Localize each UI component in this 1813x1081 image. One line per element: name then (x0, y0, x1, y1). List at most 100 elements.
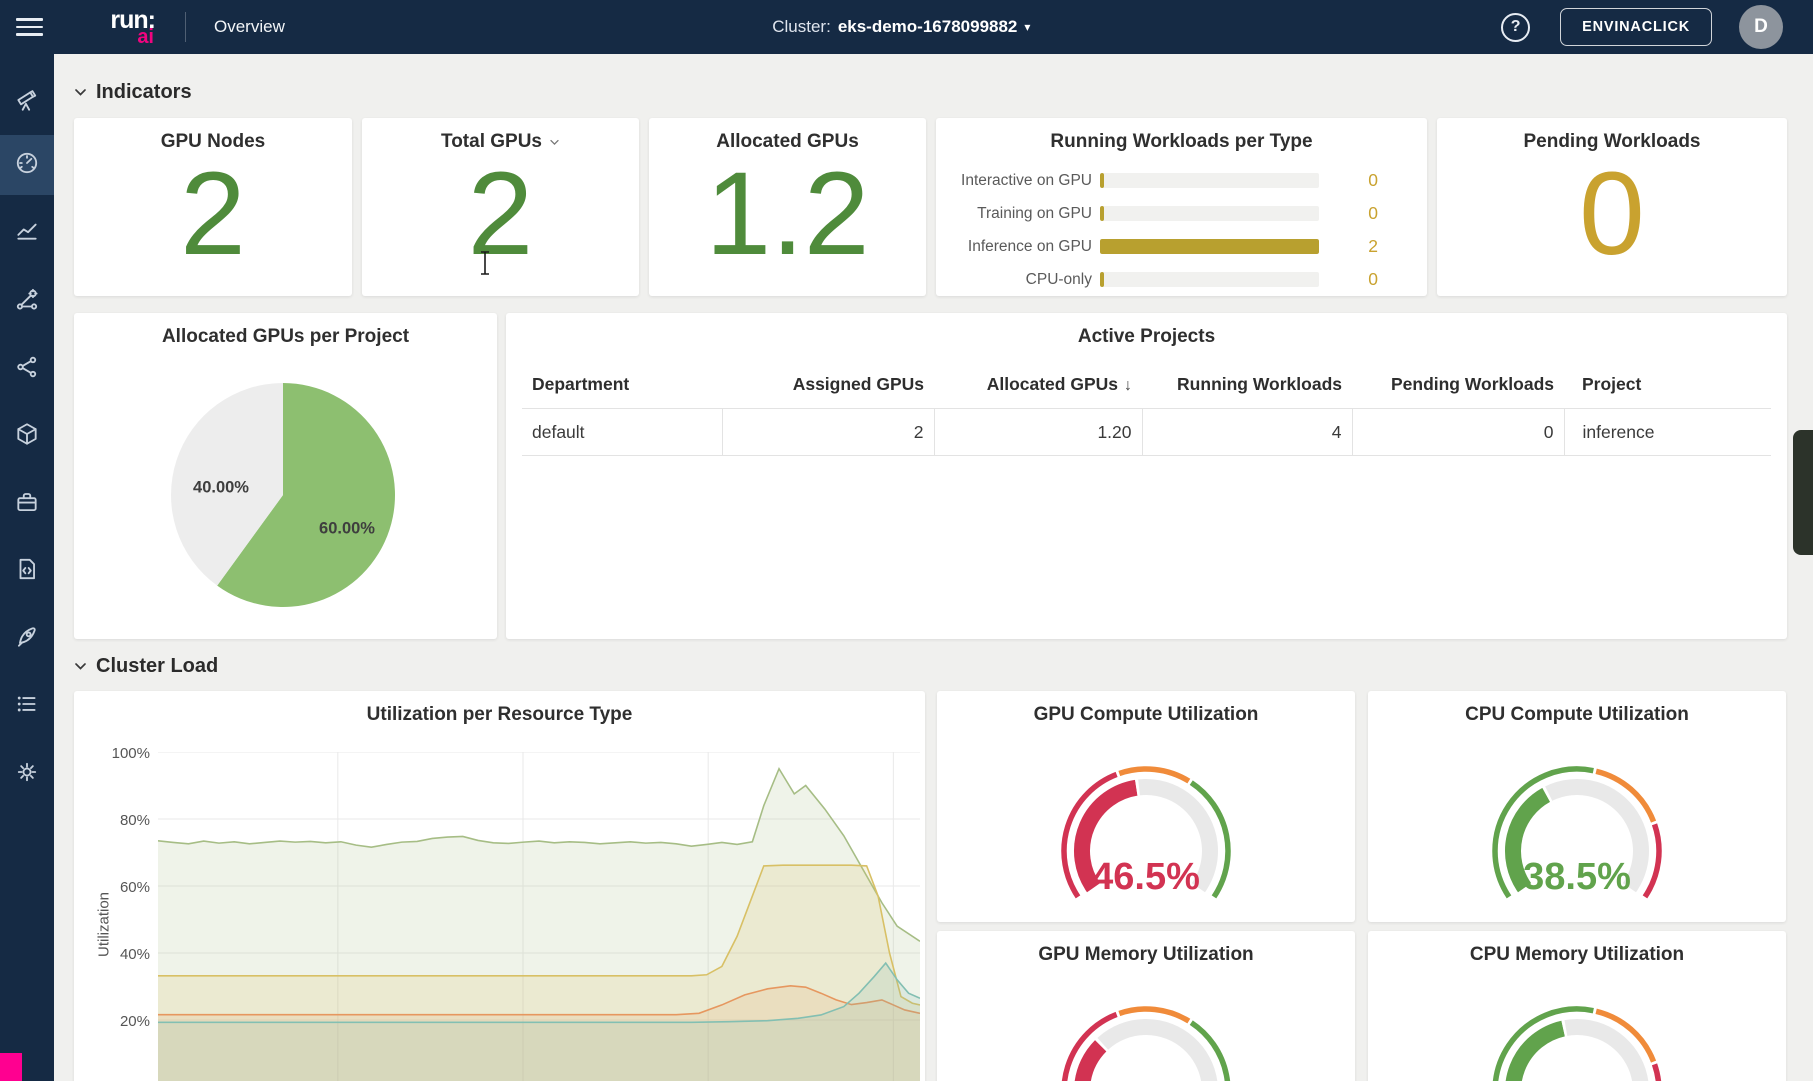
card-title: CPU Compute Utilization (1368, 691, 1786, 726)
column-header-pending-workloads[interactable]: Pending Workloads (1352, 362, 1564, 409)
avatar[interactable]: D (1739, 5, 1783, 49)
main-content: Indicators GPU Nodes 2 Total GPUs 2 Allo… (54, 54, 1813, 1081)
table-header-row: Department Assigned GPUs Allocated GPUs↓… (522, 362, 1771, 409)
workload-bar-track (1100, 272, 1319, 287)
cell-allocated-gpus: 1.20 (934, 409, 1142, 456)
cell-pending-workloads: 0 (1352, 409, 1564, 456)
top-bar: run: ai Overview Cluster: eks-demo-16780… (0, 0, 1813, 54)
menu-icon[interactable] (16, 13, 43, 41)
running-workloads-card: Running Workloads per Type Interactive o… (936, 118, 1427, 296)
cluster-label: Cluster: (772, 17, 831, 37)
projects-row: Allocated GPUs per Project 40.00% 60.00%… (74, 313, 1787, 639)
total-gpus-card: Total GPUs 2 (362, 118, 639, 296)
list-icon (14, 691, 40, 722)
cluster-value: eks-demo-1678099882 (838, 17, 1018, 37)
active-projects-card: Active Projects Department Assigned GPUs… (506, 313, 1787, 639)
total-gpus-dropdown-icon[interactable] (549, 139, 560, 146)
allocated-gpus-value: 1.2 (649, 155, 926, 273)
dashboard-gauge-icon (14, 150, 40, 181)
collapse-chevron-icon[interactable] (74, 88, 87, 97)
topbar-divider (185, 12, 186, 42)
workload-bar-fill (1100, 239, 1319, 254)
topbar-actions: ? ENVINACLICK D (1501, 5, 1783, 49)
screen-edge-artifact (1793, 430, 1813, 555)
gpu-memory-gauge-card: GPU Memory Utilization (937, 931, 1355, 1081)
sidebar-item-settings[interactable] (0, 747, 54, 801)
gpu-memory-gauge (1026, 991, 1266, 1081)
workload-value: 2 (1319, 236, 1411, 257)
cell-assigned-gpus: 2 (722, 409, 934, 456)
column-header-project[interactable]: Project (1564, 362, 1771, 409)
column-header-allocated-gpus[interactable]: Allocated GPUs↓ (934, 362, 1142, 409)
line-chart-icon (14, 217, 40, 248)
card-title: Active Projects (506, 313, 1787, 348)
workload-label: Training on GPU (952, 205, 1100, 223)
help-icon[interactable]: ? (1501, 13, 1530, 42)
workload-bar-track (1100, 239, 1319, 254)
gpu-nodes-card: GPU Nodes 2 (74, 118, 352, 296)
sidebar-item-analytics[interactable] (0, 205, 54, 259)
total-gpus-value: 2 (362, 155, 639, 273)
sidebar-item-connections[interactable] (0, 342, 54, 396)
card-title: Running Workloads per Type (936, 118, 1427, 153)
workload-value: 0 (1319, 203, 1411, 224)
section-cluster-load[interactable]: Cluster Load (74, 655, 1787, 678)
cluster-load-row: Utilization per Resource Type Utilizatio… (74, 691, 1787, 1081)
runai-logo: run: ai (107, 8, 155, 47)
sidebar-item-dashboard[interactable] (0, 135, 54, 195)
gauge-grid: GPU Compute Utilization 46.5% CPU Comput… (937, 691, 1787, 1081)
sidebar-item-queues[interactable] (0, 679, 54, 733)
sidebar-item-templates[interactable] (0, 544, 54, 598)
workload-row: CPU-only 0 (952, 263, 1411, 296)
column-header-department[interactable]: Department (522, 362, 722, 409)
y-tick: 20% (104, 1013, 150, 1030)
collapse-chevron-icon[interactable] (74, 662, 87, 671)
pending-workloads-card: Pending Workloads 0 (1437, 118, 1787, 296)
cluster-selector[interactable]: Cluster: eks-demo-1678099882 ▾ (772, 0, 1030, 54)
pending-workloads-value: 0 (1437, 155, 1787, 273)
text-cursor (478, 250, 492, 281)
share-nodes-icon (14, 354, 40, 385)
column-header-running-workloads[interactable]: Running Workloads (1142, 362, 1352, 409)
runai-dashboard: run: ai Overview Cluster: eks-demo-16780… (0, 0, 1813, 1081)
allocated-gpus-card: Allocated GPUs 1.2 (649, 118, 926, 296)
y-tick: 60% (104, 879, 150, 896)
table-row[interactable]: default 2 1.20 4 0 inference (522, 409, 1771, 456)
sidebar-item-deployments[interactable] (0, 611, 54, 665)
cpu-memory-gauge-card: CPU Memory Utilization (1368, 931, 1786, 1081)
sidebar-accent-badge[interactable] (0, 1053, 22, 1081)
section-label: Indicators (96, 81, 192, 104)
sidebar-item-telescope[interactable] (0, 75, 54, 129)
rocket-icon (14, 623, 40, 654)
cell-running-workloads: 4 (1142, 409, 1352, 456)
allocated-gpus-pie-card: Allocated GPUs per Project 40.00% 60.00% (74, 313, 497, 639)
gpu-compute-gauge-card: GPU Compute Utilization 46.5% (937, 691, 1355, 922)
gauge-value: 46.5% (937, 856, 1355, 899)
chevron-down-icon: ▾ (1024, 20, 1030, 34)
sidebar (0, 54, 54, 1081)
workload-bar-fill (1100, 206, 1104, 221)
cell-department: default (522, 409, 722, 456)
sort-descending-icon[interactable]: ↓ (1124, 377, 1132, 394)
cell-project: inference (1564, 409, 1771, 456)
column-header-assigned-gpus[interactable]: Assigned GPUs (722, 362, 934, 409)
code-file-icon (14, 556, 40, 587)
gpu-nodes-value: 2 (74, 155, 352, 273)
card-title: GPU Memory Utilization (937, 931, 1355, 966)
network-gear-icon (14, 287, 40, 318)
workload-bar-fill (1100, 272, 1104, 287)
sidebar-item-environments[interactable] (0, 409, 54, 463)
page-title: Overview (214, 17, 285, 37)
account-button[interactable]: ENVINACLICK (1560, 8, 1712, 46)
y-tick: 100% (104, 745, 150, 762)
workload-value: 0 (1319, 269, 1411, 290)
sidebar-item-workloads[interactable] (0, 275, 54, 329)
section-indicators[interactable]: Indicators (74, 81, 1787, 104)
sidebar-item-assets[interactable] (0, 477, 54, 531)
utilization-chart-card: Utilization per Resource Type Utilizatio… (74, 691, 925, 1081)
cpu-memory-gauge (1457, 991, 1697, 1081)
workload-bar-track (1100, 206, 1319, 221)
pie-slice-label: 40.00% (193, 479, 249, 498)
workload-bars: Interactive on GPU 0 Training on GPU 0 I… (952, 164, 1411, 296)
card-title: Utilization per Resource Type (74, 691, 925, 726)
